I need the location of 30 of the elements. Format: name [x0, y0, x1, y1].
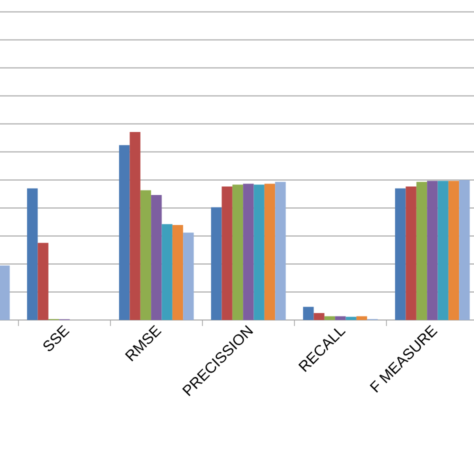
bar	[406, 186, 416, 320]
bar	[183, 232, 194, 320]
bar	[416, 182, 428, 320]
bar	[264, 184, 276, 320]
bar	[0, 265, 10, 320]
bar	[130, 132, 140, 320]
bar	[211, 207, 222, 320]
bar	[151, 194, 162, 320]
bar	[314, 313, 324, 320]
bar	[459, 180, 470, 320]
bar	[346, 316, 356, 320]
bar	[335, 316, 346, 320]
bar	[232, 184, 244, 320]
bar	[427, 180, 438, 320]
bar	[356, 316, 368, 320]
bar	[438, 180, 448, 320]
bar	[119, 145, 130, 320]
bar	[303, 306, 314, 320]
bar	[448, 180, 460, 320]
bar	[243, 184, 254, 320]
bar	[172, 225, 184, 320]
bar	[254, 184, 264, 320]
bar	[140, 190, 152, 320]
bar	[275, 182, 286, 320]
bar	[395, 188, 406, 320]
bar	[222, 186, 232, 320]
bar	[324, 316, 336, 320]
bar	[162, 224, 172, 320]
bar	[27, 188, 38, 320]
bar	[38, 242, 48, 320]
